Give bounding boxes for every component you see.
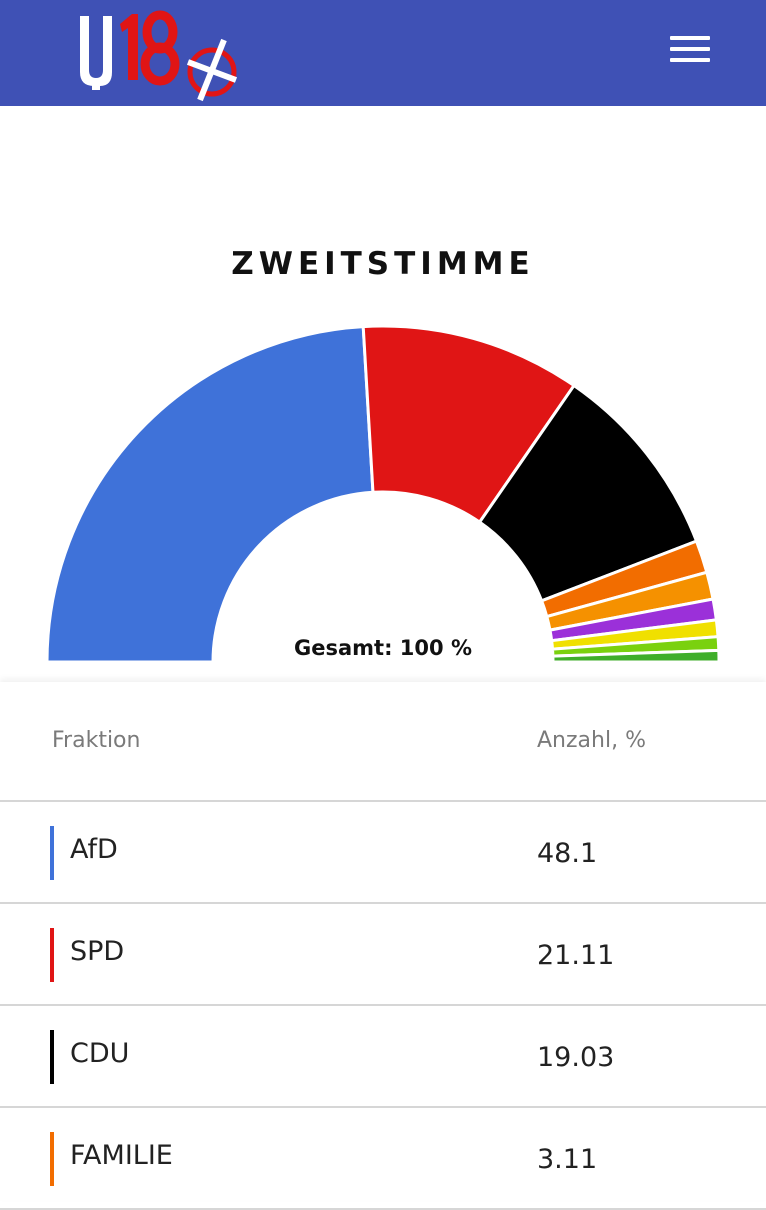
hamburger-icon — [670, 36, 710, 40]
party-color-bar — [50, 826, 54, 880]
party-value: 19.03 — [537, 1042, 615, 1073]
table-row: CDU 19.03 — [0, 1006, 766, 1108]
party-color-bar — [50, 1132, 54, 1186]
header-fraktion[interactable]: Fraktion — [52, 728, 141, 753]
header-anzahl[interactable]: Anzahl, % — [537, 728, 646, 753]
table-header: Fraktion Anzahl, % — [0, 682, 766, 802]
total-label: Gesamt: 100 % — [294, 636, 472, 660]
u18-logo[interactable] — [76, 10, 246, 102]
half-donut-chart — [45, 324, 721, 664]
chart-title: ZWEITSTIMME — [231, 246, 535, 282]
chart-slice-afd[interactable] — [45, 324, 375, 664]
party-color-bar — [50, 928, 54, 982]
chart-slice-sonstige-5[interactable] — [551, 648, 721, 664]
menu-button[interactable] — [664, 30, 716, 70]
party-value: 48.1 — [537, 838, 598, 869]
results-table: Fraktion Anzahl, % AfD 48.1 SPD 21.11 CD… — [0, 682, 766, 1210]
party-value: 3.11 — [537, 1144, 598, 1175]
header-bar — [0, 0, 766, 106]
table-row: AfD 48.1 — [0, 802, 766, 904]
party-name: AfD — [70, 834, 118, 865]
party-value: 21.11 — [537, 940, 615, 971]
party-name: CDU — [70, 1038, 130, 1069]
party-color-bar — [50, 1030, 54, 1084]
party-name: FAMILIE — [70, 1140, 173, 1171]
party-name: SPD — [70, 936, 125, 967]
table-row: FAMILIE 3.11 — [0, 1108, 766, 1210]
table-row: SPD 21.11 — [0, 904, 766, 1006]
